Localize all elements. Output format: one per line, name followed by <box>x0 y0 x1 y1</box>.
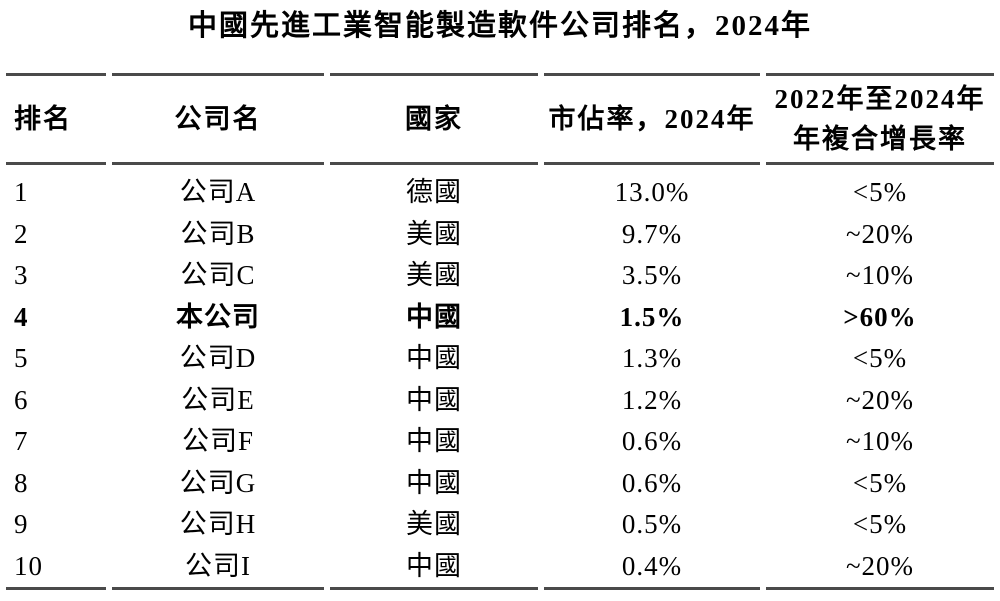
cell-rank: 3 <box>14 260 29 291</box>
cell-market-share: 0.4% <box>544 546 760 590</box>
cell-country: 中國 <box>406 467 462 498</box>
cell-company: 公司F <box>181 426 255 457</box>
cell-market-share: 1.3% <box>621 343 683 374</box>
cell-company: 公司E <box>181 384 255 415</box>
col-header-company: 公司名 <box>112 73 324 165</box>
cell-country: 美國 <box>406 260 462 291</box>
cell-country: 中國 <box>406 426 462 457</box>
cell-rank: 1 <box>14 177 29 208</box>
cell-company: 公司G <box>179 467 257 498</box>
table-row: 10 公司I 中國 0.4% ~20% <box>6 546 994 590</box>
table-row: 9 公司H 美國 0.5% <5% <box>6 504 994 546</box>
cell-market-share: 3.5% <box>621 260 683 291</box>
company-ranking-table: 排名 公司名 國家 市佔率，2024年 2022年至2024年 年複合增長率 1 … <box>0 73 1000 590</box>
cell-company: 本公司 <box>176 301 260 332</box>
cell-cagr: ~20% <box>845 384 915 415</box>
cell-cagr: <5% <box>852 343 908 374</box>
cell-company: 公司D <box>179 343 257 374</box>
cell-company: 公司A <box>179 177 257 208</box>
col-header-country: 國家 <box>330 73 538 165</box>
cell-rank: 10 <box>6 546 106 590</box>
table-row: 6 公司E 中國 1.2% ~20% <box>6 380 994 422</box>
cell-country: 中國 <box>406 301 462 332</box>
cell-rank: 6 <box>14 384 29 415</box>
cell-country: 美國 <box>406 218 462 249</box>
cell-cagr: <5% <box>852 177 908 208</box>
cell-country: 德國 <box>406 177 462 208</box>
cell-market-share: 1.5% <box>619 301 685 332</box>
table-row: 5 公司D 中國 1.3% <5% <box>6 338 994 380</box>
header-row: 排名 公司名 國家 市佔率，2024年 2022年至2024年 年複合增長率 <box>6 73 994 165</box>
cell-cagr: ~20% <box>766 546 994 590</box>
cell-rank: 8 <box>14 467 29 498</box>
cell-market-share: 0.6% <box>621 467 683 498</box>
cell-market-share: 9.7% <box>621 218 683 249</box>
col-header-cagr-line1: 2022年至2024年 <box>774 84 986 114</box>
cell-company: 公司H <box>179 509 257 540</box>
cell-company: 公司B <box>180 218 256 249</box>
cell-cagr: <5% <box>852 467 908 498</box>
col-header-market-share: 市佔率，2024年 <box>544 73 760 165</box>
cell-rank: 4 <box>14 301 29 332</box>
table-title: 中國先進工業智能製造軟件公司排名，2024年 <box>187 10 812 42</box>
table-row: 2 公司B 美國 9.7% ~20% <box>6 214 994 256</box>
cell-cagr: ~20% <box>845 218 915 249</box>
cell-cagr: ~10% <box>845 426 915 457</box>
cell-market-share: 13.0% <box>614 177 690 208</box>
cell-market-share: 0.5% <box>621 509 683 540</box>
cell-market-share: 1.2% <box>621 384 683 415</box>
cell-country: 中國 <box>406 384 462 415</box>
cell-country: 中國 <box>330 546 538 590</box>
table-row: 3 公司C 美國 3.5% ~10% <box>6 255 994 297</box>
table-row-own-company: 4 本公司 中國 1.5% >60% <box>6 297 994 339</box>
table-row: 7 公司F 中國 0.6% ~10% <box>6 421 994 463</box>
cell-cagr: ~10% <box>845 260 915 291</box>
cell-country: 美國 <box>406 509 462 540</box>
cell-company: 公司C <box>180 260 256 291</box>
cell-market-share: 0.6% <box>621 426 683 457</box>
cell-cagr: <5% <box>852 509 908 540</box>
cell-rank: 2 <box>14 218 29 249</box>
col-header-cagr-line2: 年複合增長率 <box>793 124 967 154</box>
cell-rank: 9 <box>14 509 29 540</box>
col-header-rank: 排名 <box>6 73 106 165</box>
col-header-cagr: 2022年至2024年 年複合增長率 <box>766 73 994 165</box>
cell-company: 公司I <box>112 546 324 590</box>
cell-rank: 5 <box>14 343 29 374</box>
table-row: 1 公司A 德國 13.0% <5% <box>6 165 994 214</box>
cell-cagr: >60% <box>843 301 917 332</box>
cell-rank: 7 <box>14 426 29 457</box>
table-row: 8 公司G 中國 0.6% <5% <box>6 463 994 505</box>
cell-country: 中國 <box>406 343 462 374</box>
